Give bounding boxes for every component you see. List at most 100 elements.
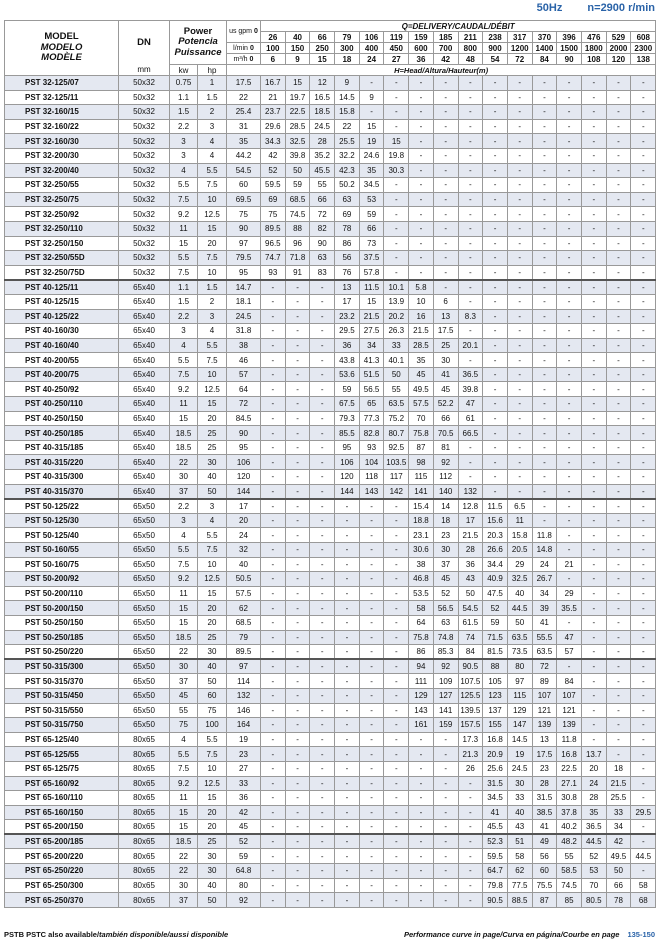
head-cell: 117	[383, 469, 410, 485]
dn-cell: 65x50	[118, 585, 170, 602]
m3h-value: 138	[630, 53, 657, 65]
head-cell: -	[482, 396, 508, 412]
head-cell: 50	[457, 585, 484, 602]
head-cell: -	[556, 147, 582, 164]
head-cell: -	[556, 425, 582, 441]
header-row-m3h: m³/h 0 6 9 15 18 24 27 36 42 48 54 72 84 90 108 120 138	[5, 53, 657, 65]
head-cell: 83	[309, 264, 336, 281]
head-cell: -	[358, 629, 385, 646]
head-cell: -	[334, 527, 360, 543]
head-cell: -	[260, 308, 286, 325]
head-cell: -	[531, 410, 558, 427]
head-cell: -	[432, 206, 459, 222]
head-cell: -	[482, 250, 508, 266]
dn-cell: 65x40	[118, 425, 170, 441]
head-cell: -	[556, 206, 582, 222]
dn-cell: 80x65	[118, 731, 170, 748]
head-cell: 29.5	[630, 804, 657, 821]
head-cell: -	[605, 454, 632, 471]
kw-cell: 5.5	[169, 746, 198, 762]
gpm-value: 476	[580, 31, 607, 43]
head-cell: -	[358, 804, 385, 821]
table-row: PST 40-250/185 65x40 18.5 25 90- - -85.5 82.8 80…	[4, 425, 657, 441]
head-cell: -	[630, 775, 657, 792]
head-cell: -	[605, 425, 632, 441]
head-cell: -	[482, 381, 508, 398]
model-cell: PST 32-250/150	[4, 235, 119, 252]
head-cell: -	[309, 600, 336, 616]
head-cell: -	[580, 556, 607, 573]
hp-cell: 15	[197, 396, 227, 412]
head-cell: -	[260, 337, 286, 354]
model-cell: PST 32-250/110	[4, 220, 119, 237]
head-cell: 87	[531, 892, 558, 908]
head-cell: -	[260, 469, 286, 485]
head-cell: -	[531, 352, 558, 368]
head-cell: -	[531, 425, 558, 441]
head-cell: 57	[556, 644, 582, 660]
head-cell: -	[630, 337, 657, 354]
footer-note-italic: también disponible/aussi disponible	[99, 930, 229, 939]
head-cell: 34.5	[482, 790, 508, 806]
head-cell: 16.7	[260, 75, 286, 91]
model-cell: PST 32-160/30	[4, 133, 119, 149]
head-cell: 70	[408, 410, 434, 427]
head-cell: 63.5	[531, 644, 558, 660]
head-cell: -	[260, 323, 286, 339]
head-cell: 61	[457, 410, 484, 427]
head-cell: -	[284, 469, 311, 485]
head-cell: -	[580, 673, 607, 689]
head-cell: 59.5	[482, 848, 508, 865]
head-cell: 28	[457, 542, 484, 558]
dn-cell: 65x40	[118, 323, 170, 339]
kw-cell: 7.5	[169, 191, 198, 208]
head-cell: -	[334, 571, 360, 587]
head-cell: -	[284, 293, 311, 310]
head-cell: 34	[605, 819, 632, 835]
head-cell: -	[260, 673, 286, 689]
hp-cell: 5.5	[197, 731, 227, 748]
head-cell: -	[482, 177, 508, 193]
head-cell: 146	[226, 702, 261, 719]
head-cell: -	[531, 381, 558, 398]
gpm-value: 396	[556, 31, 582, 43]
dn-cell: 65x40	[118, 381, 170, 398]
kw-cell: 9.2	[169, 381, 198, 398]
head-cell: 144	[334, 483, 360, 500]
head-cell: -	[506, 220, 533, 237]
head-cell: 18.1	[226, 293, 261, 310]
model-cell: PST 65-160/150	[4, 804, 119, 821]
head-cell: -	[556, 89, 582, 106]
head-cell: -	[432, 133, 459, 149]
head-cell: -	[334, 833, 360, 850]
head-cell: -	[482, 264, 508, 281]
head-cell: -	[580, 89, 607, 106]
head-cell: -	[580, 381, 607, 398]
head-cell: 29	[556, 585, 582, 602]
head-cell: 30	[432, 542, 459, 558]
head-cell: 28	[309, 133, 336, 149]
head-cell: -	[432, 235, 459, 252]
head-cell: -	[284, 819, 311, 835]
head-cell: -	[260, 454, 286, 471]
m3h-value: 9	[284, 53, 311, 65]
dn-cell: 80x65	[118, 833, 170, 850]
head-cell: -	[630, 220, 657, 237]
head-cell: -	[383, 89, 410, 106]
head-cell: -	[358, 717, 385, 733]
head-cell: -	[383, 497, 410, 514]
head-cell: -	[556, 250, 582, 266]
hp-cell: 7.5	[197, 746, 227, 762]
head-cell: 70	[580, 877, 607, 894]
head-cell: 25.5	[605, 790, 632, 806]
hp-cell: 12.5	[197, 571, 227, 587]
head-cell: -	[580, 497, 607, 514]
head-cell: 50	[284, 162, 311, 179]
model-cell: PST 40-250/150	[4, 410, 119, 427]
footer-page-range: 135-150	[627, 930, 655, 939]
head-cell: 6.5	[506, 497, 533, 514]
head-cell: 94	[408, 658, 434, 675]
head-cell: -	[408, 177, 434, 193]
head-cell: 90.5	[457, 658, 484, 675]
head-cell: 41	[482, 804, 508, 821]
